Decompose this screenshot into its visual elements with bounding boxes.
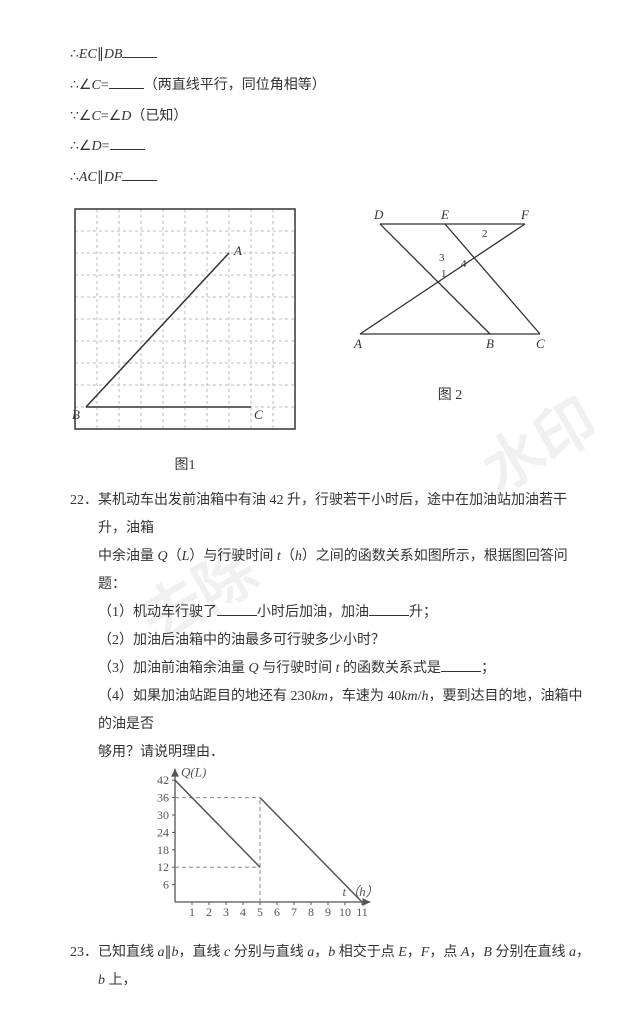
q23-line: 23．已知直线 a∥b，直线 c 分别与直线 a，b 相交于点 E，F，点 A，… [98,939,590,995]
svg-text:24: 24 [157,825,169,839]
svg-text:2: 2 [206,905,212,919]
svg-text:C: C [254,407,263,422]
svg-text:E: E [440,207,449,222]
svg-text:1: 1 [189,905,195,919]
svg-text:42: 42 [157,773,169,787]
q22-stem1: 22．某机动车出发前油箱中有油 42 升，行驶若干小时后，途中在加油站加油若干升… [98,487,590,543]
figure-2: D E F A B C 1 2 3 4 [340,204,560,364]
svg-text:10: 10 [339,905,351,919]
proof-line-4: ∴∠D= [70,132,590,163]
svg-text:B: B [72,407,80,422]
svg-text:B: B [486,336,494,351]
svg-text:5: 5 [257,905,263,919]
svg-text:Q(L): Q(L) [181,767,206,780]
svg-text:3: 3 [223,905,229,919]
proof-line-2: ∴∠C=（两直线平行，同位角相等） [70,71,590,102]
svg-text:36: 36 [157,790,169,804]
proof-line-1: ∴EC∥DB [70,40,590,71]
svg-text:12: 12 [157,860,169,874]
q22-part1: （1）机动车行驶了小时后加油，加油升； [98,599,590,627]
q22-stem2: 中余油量 Q（L）与行驶时间 t（h）之间的函数关系如图所示，根据图回答问题： [98,543,590,599]
svg-text:D: D [373,207,384,222]
figure-1-wrap: A B C 图1 [70,204,300,482]
svg-text:1: 1 [441,268,447,280]
svg-text:11: 11 [356,905,368,919]
svg-text:4: 4 [240,905,246,919]
svg-text:A: A [353,336,362,351]
svg-text:6: 6 [274,905,280,919]
figures-row: A B C 图1 D E F A B C 1 2 3 4 图 2 [70,204,590,482]
q22-chart-wrap: 61218243036421234567891011Q(L)t（h） [130,767,590,940]
svg-text:t（h）: t（h） [343,884,379,899]
q22-part3: （3）加油前油箱余油量 Q 与行驶时间 t 的函数关系式是； [98,655,590,683]
svg-text:C: C [536,336,545,351]
fig2-caption: 图 2 [340,381,560,412]
svg-text:F: F [520,207,530,222]
svg-text:2: 2 [482,228,488,240]
svg-text:A: A [233,243,242,258]
q22-part4b: 够用？请说明理由． [98,739,590,767]
svg-text:7: 7 [291,905,297,919]
svg-text:18: 18 [157,842,169,856]
q22-chart: 61218243036421234567891011Q(L)t（h） [130,767,390,927]
svg-text:8: 8 [308,905,314,919]
svg-text:3: 3 [439,252,445,264]
svg-text:30: 30 [157,808,169,822]
figure-1: A B C [70,204,300,434]
proof-line-3: ∵∠C=∠D（已知） [70,102,590,133]
svg-text:4: 4 [461,258,467,270]
figure-2-wrap: D E F A B C 1 2 3 4 图 2 [340,204,560,412]
q22-part2: （2）加油后油箱中的油最多可行驶多少小时？ [98,627,590,655]
svg-text:6: 6 [163,877,169,891]
svg-text:9: 9 [325,905,331,919]
q22-part4a: （4）如果加油站距目的地还有 230km，车速为 40km/h，要到达目的地，油… [98,683,590,739]
proof-line-5: ∴AC∥DF [70,163,590,194]
fig1-caption: 图1 [70,451,300,482]
